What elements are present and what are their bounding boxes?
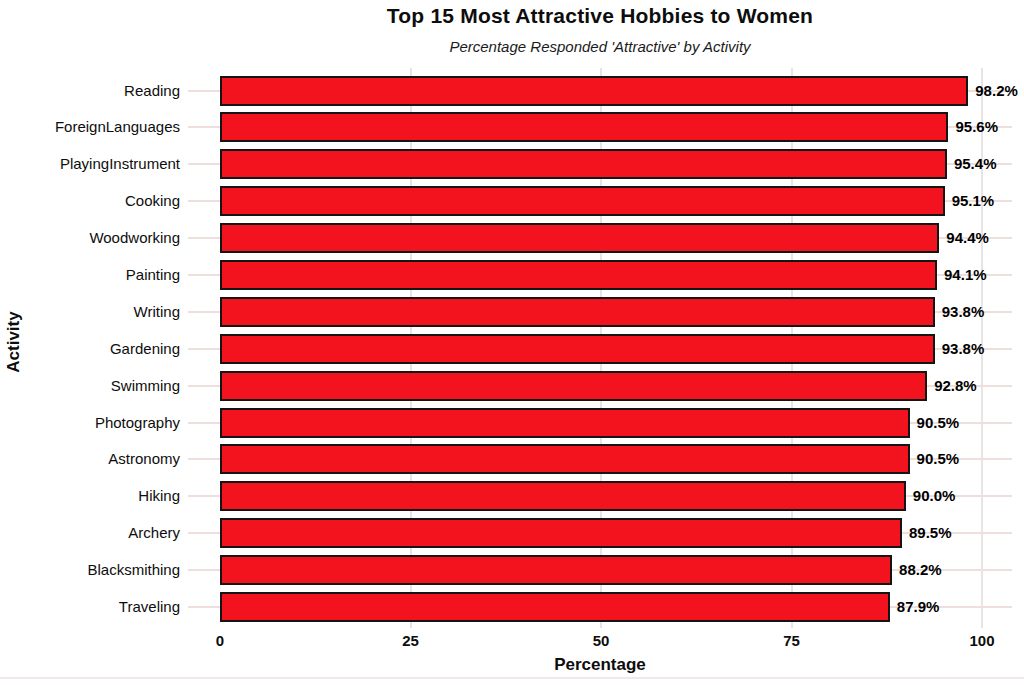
- category-label: Astronomy: [0, 450, 180, 467]
- bar: [220, 334, 935, 364]
- bar: [220, 555, 892, 585]
- value-label: 94.1%: [944, 266, 987, 283]
- x-tick-label: 0: [190, 632, 250, 649]
- value-label: 88.2%: [899, 561, 942, 578]
- value-label: 89.5%: [909, 524, 952, 541]
- category-label: Hiking: [0, 487, 180, 504]
- category-label: Photography: [0, 414, 180, 431]
- x-tick-label: 75: [762, 632, 822, 649]
- bar-chart: Top 15 Most Attractive Hobbies to Women …: [0, 0, 1024, 685]
- value-label: 95.1%: [952, 192, 995, 209]
- bar: [220, 518, 902, 548]
- chart-subtitle: Percentage Responded 'Attractive' by Act…: [188, 38, 1012, 55]
- bar: [220, 297, 935, 327]
- value-label: 90.5%: [917, 414, 960, 431]
- category-label: Archery: [0, 524, 180, 541]
- bar: [220, 444, 910, 474]
- bar: [220, 76, 968, 106]
- value-label: 92.8%: [934, 377, 977, 394]
- category-label: Reading: [0, 82, 180, 99]
- category-label: Traveling: [0, 598, 180, 615]
- value-label: 94.4%: [946, 229, 989, 246]
- value-label: 90.0%: [913, 487, 956, 504]
- category-label: Blacksmithing: [0, 561, 180, 578]
- x-tick-label: 50: [571, 632, 631, 649]
- category-label: Writing: [0, 303, 180, 320]
- category-label: Swimming: [0, 377, 180, 394]
- category-label: PlayingInstrument: [0, 155, 180, 172]
- bottom-divider: [0, 677, 1024, 679]
- bar: [220, 149, 947, 179]
- bar: [220, 260, 937, 290]
- value-label: 87.9%: [897, 598, 940, 615]
- category-label: Cooking: [0, 192, 180, 209]
- category-label: Woodworking: [0, 229, 180, 246]
- chart-title: Top 15 Most Attractive Hobbies to Women: [188, 4, 1012, 28]
- bar: [220, 408, 910, 438]
- bar: [220, 112, 948, 142]
- bar: [220, 371, 927, 401]
- value-label: 93.8%: [942, 340, 985, 357]
- category-label: Painting: [0, 266, 180, 283]
- category-label: Gardening: [0, 340, 180, 357]
- value-label: 90.5%: [917, 450, 960, 467]
- x-tick-label: 100: [952, 632, 1012, 649]
- value-label: 98.2%: [975, 82, 1018, 99]
- bar: [220, 223, 939, 253]
- x-tick-label: 25: [381, 632, 441, 649]
- x-axis-label: Percentage: [188, 655, 1012, 675]
- value-label: 95.4%: [954, 155, 997, 172]
- bar: [220, 186, 945, 216]
- category-label: ForeignLanguages: [0, 118, 180, 135]
- value-label: 93.8%: [942, 303, 985, 320]
- value-label: 95.6%: [955, 118, 998, 135]
- bar: [220, 481, 906, 511]
- bar: [220, 592, 890, 622]
